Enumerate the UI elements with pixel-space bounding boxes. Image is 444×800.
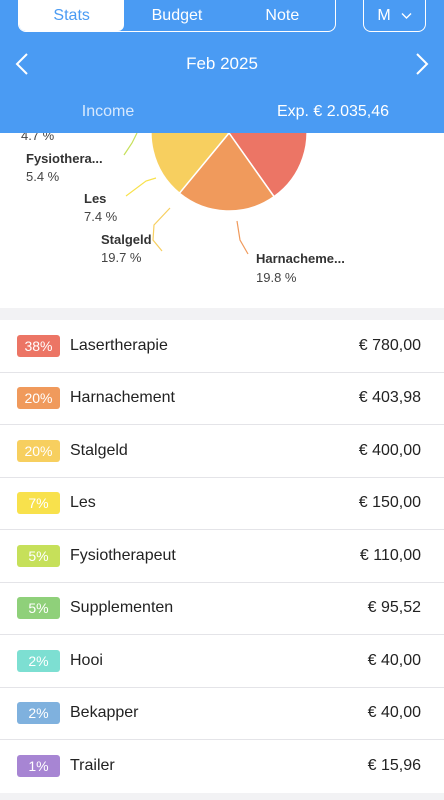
- percent-badge: 7%: [17, 492, 60, 515]
- pie-label-les: Les: [84, 191, 106, 206]
- category-amount: € 150,00: [358, 494, 421, 512]
- pie-percent-fysio: 5.4 %: [26, 169, 60, 184]
- category-amount: € 40,00: [367, 704, 421, 722]
- category-row[interactable]: 38% Lasertherapie € 780,00: [0, 320, 444, 373]
- period-dropdown[interactable]: M: [363, 0, 426, 32]
- income-summary[interactable]: Income: [81, 103, 135, 120]
- percent-badge: 2%: [17, 702, 60, 725]
- category-name: Harnachement: [70, 389, 175, 407]
- category-list: 38% Lasertherapie € 780,00 20% Harnachement €…: [0, 320, 444, 793]
- category-row[interactable]: 2% Hooi € 40,00: [0, 635, 444, 688]
- tab-stats[interactable]: Stats: [19, 0, 125, 31]
- pie-slice-stalgeld[interactable]: [150, 133, 230, 195]
- pie-percent-harnachement: 19.8 %: [256, 270, 297, 285]
- pie-label-stalgeld: Stalgeld: [101, 232, 152, 247]
- category-row[interactable]: 1% Trailer € 15,96: [0, 740, 444, 793]
- category-row[interactable]: 5% Supplementen € 95,52: [0, 583, 444, 635]
- percent-badge: 20%: [17, 387, 60, 410]
- leader-line-stalgeld: [152, 207, 171, 252]
- category-row[interactable]: 5% Fysiotherapeut € 110,00: [0, 530, 444, 583]
- leader-line-fysio: [123, 133, 138, 156]
- category-name: Lasertherapie: [70, 336, 168, 354]
- category-amount: € 780,00: [358, 336, 421, 354]
- month-label: Feb 2025: [186, 54, 258, 73]
- tab-note[interactable]: Note: [265, 6, 300, 24]
- chevron-left-icon[interactable]: [12, 52, 34, 76]
- category-row[interactable]: 7% Les € 150,00: [0, 478, 444, 530]
- tab-budget[interactable]: Budget: [151, 6, 203, 24]
- percent-badge: 20%: [17, 439, 60, 462]
- pie-chart-svg: Harnacheme... 19.8 % Stalgeld 19.7 % Les…: [21, 133, 345, 285]
- view-tabs: Stats Budget Note: [18, 0, 336, 32]
- header: Stats Budget Note M Feb 2025 Income Exp.…: [0, 0, 444, 133]
- percent-badge: 38%: [17, 334, 60, 357]
- pie-slice-harnachement[interactable]: [178, 133, 276, 212]
- category-name: Hooi: [70, 651, 103, 669]
- leader-line-les: [125, 177, 157, 197]
- pie-percent-supplementen: 4.7 %: [21, 133, 55, 143]
- chevron-down-icon: [401, 12, 412, 19]
- category-amount: € 15,96: [367, 757, 421, 775]
- category-name: Les: [70, 494, 96, 512]
- percent-badge: 5%: [17, 544, 60, 567]
- percent-badge: 1%: [17, 755, 60, 778]
- category-name: Fysiotherapeut: [70, 546, 176, 564]
- category-amount: € 95,52: [367, 599, 421, 617]
- category-name: Supplementen: [70, 599, 174, 617]
- pie-percent-stalgeld: 19.7 %: [101, 250, 142, 265]
- category-name: Bekapper: [70, 704, 139, 722]
- category-name: Trailer: [70, 757, 115, 775]
- chevron-right-icon[interactable]: [410, 52, 432, 76]
- pie-label-fysio: Fysiothera...: [26, 151, 103, 166]
- pie-percent-les: 7.4 %: [84, 209, 118, 224]
- leader-line-harnachement: [236, 220, 249, 255]
- percent-badge: 2%: [17, 649, 60, 672]
- category-name: Stalgeld: [70, 441, 128, 459]
- category-row[interactable]: 2% Bekapper € 40,00: [0, 688, 444, 740]
- category-amount: € 110,00: [359, 546, 421, 564]
- category-row[interactable]: 20% Harnachement € 403,98: [0, 373, 444, 425]
- pie-chart: Harnacheme... 19.8 % Stalgeld 19.7 % Les…: [0, 133, 444, 308]
- category-row[interactable]: 20% Stalgeld € 400,00: [0, 425, 444, 478]
- category-amount: € 40,00: [367, 651, 421, 669]
- expense-summary[interactable]: Exp. € 2.035,46: [276, 103, 390, 120]
- percent-badge: 5%: [17, 597, 60, 620]
- category-amount: € 400,00: [358, 441, 421, 459]
- period-label: M: [377, 6, 391, 24]
- pie-label-harnachement: Harnacheme...: [256, 251, 345, 266]
- category-amount: € 403,98: [358, 389, 421, 407]
- pie-slice-lasertherapie[interactable]: [228, 133, 308, 198]
